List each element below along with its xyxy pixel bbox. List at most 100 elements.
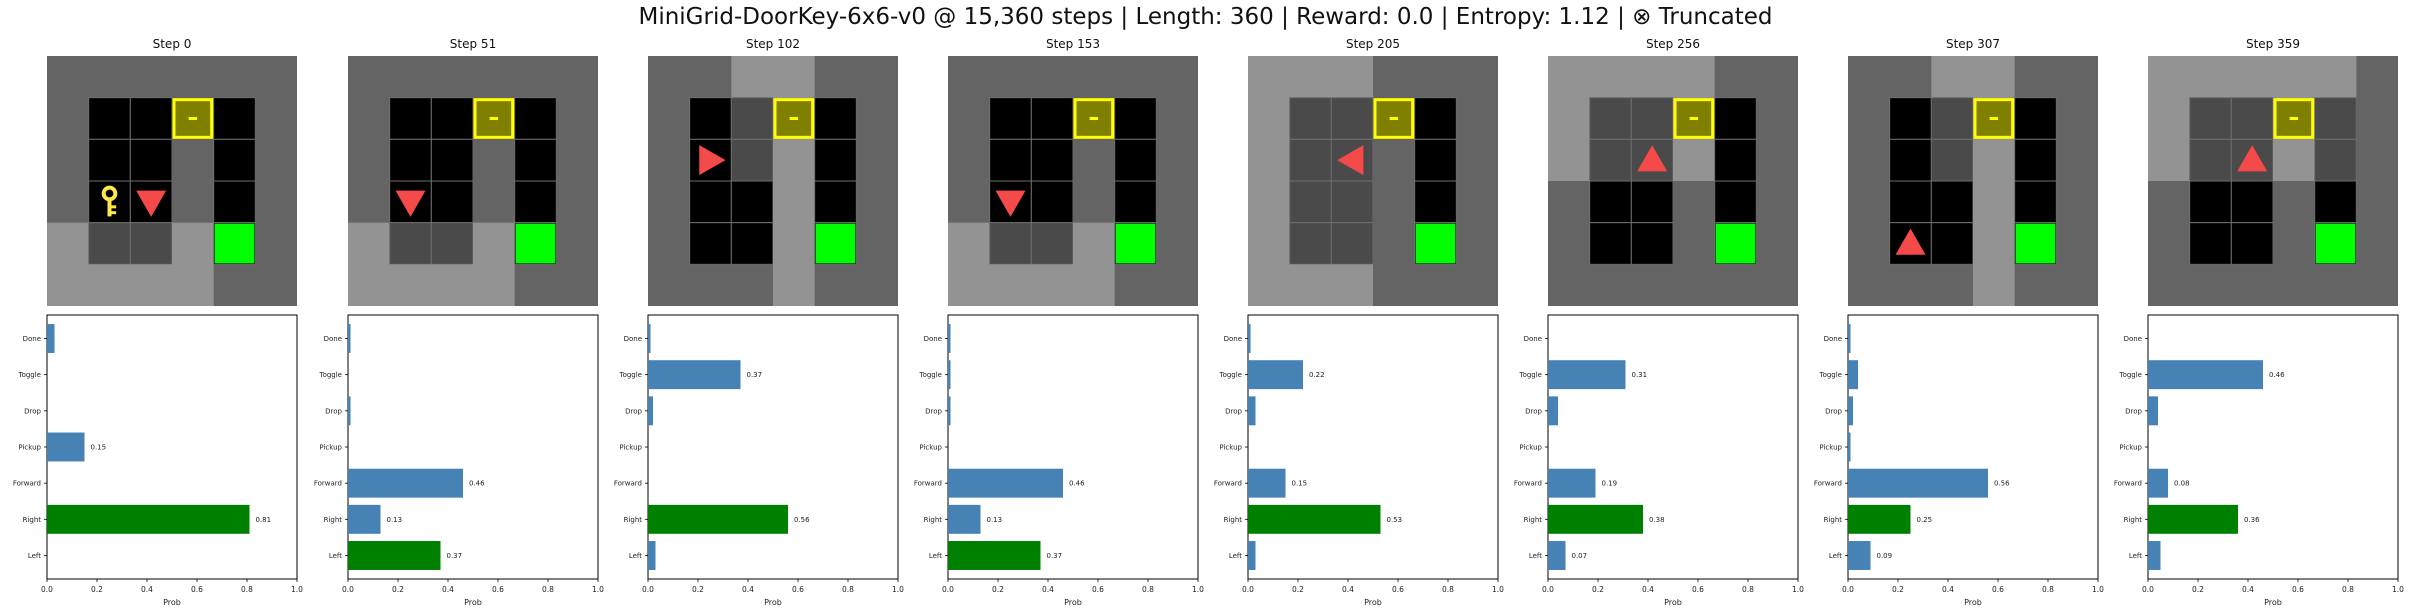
wall-cell [1248,181,1291,224]
wall-cell [856,56,898,99]
wall-cell [389,56,432,99]
bar-toggle [948,360,951,390]
ytick-label: Forward [2114,480,2142,488]
floor-cell [88,97,131,140]
action-prob-chart: Left Right 0.36 Forward 0.08 Pickup Drop Toggle… [2114,314,2404,607]
wall-cell [1156,181,1198,224]
bar-done [1848,324,1851,353]
wall-cell [948,181,991,224]
wall-cell [2356,222,2398,265]
data-label: 0.13 [987,516,1003,524]
floor-cell [814,97,857,140]
xtick-label: 0.4 [1042,585,1054,594]
floor-cell [814,139,857,182]
bar-forward [1548,468,1596,498]
wall-cell [213,264,256,306]
xtick-label: 0.6 [2292,585,2304,594]
floor-cell [1589,222,1632,265]
wall-cell [2356,139,2398,182]
xtick-label: 0.0 [1842,585,1854,594]
floor-cell [130,222,173,265]
xtick-label: 1.0 [291,585,303,594]
floor-cell [389,139,432,182]
wall-cell [1414,56,1457,99]
ytick-label: Done [23,335,41,343]
wall-cell [856,97,898,140]
wall-cell [2356,97,2398,140]
xtick-label: 0.2 [992,585,1004,594]
floor-cell [2014,139,2057,182]
x-axis-label: Prob [1964,598,1982,607]
goal-square-icon [1715,223,1756,264]
wall-cell [948,139,991,182]
wall-cell [1973,56,2016,99]
red-triangle-icon [1637,145,1668,172]
bar-left [1248,541,1256,570]
figure-title: MiniGrid-DoorKey-6x6-v0 @ 15,360 steps |… [638,4,1773,30]
wall-cell [1156,97,1198,140]
bar-toggle [1848,360,1858,390]
xtick-label: 0.2 [91,585,103,594]
env-frame [648,56,898,306]
xtick-label: 0.0 [642,585,654,594]
floor-cell [1414,97,1457,140]
bar-left [1848,541,1871,570]
ytick-label: Left [929,552,942,560]
floor-cell [814,181,857,224]
locked-door-icon [1073,98,1115,139]
wall-cell [1931,56,1974,99]
wall-cell [2273,139,2316,182]
bar-right [648,504,788,534]
data-label: 0.13 [387,516,403,524]
floor-cell [1714,97,1757,140]
wall-cell [556,222,598,265]
ytick-label: Right [624,516,643,524]
ytick-label: Toggle [17,371,41,379]
floor-cell [1414,139,1457,182]
floor-cell [1631,181,1674,224]
red-triangle-icon [995,190,1026,217]
bar-done [648,324,651,353]
ytick-label: Left [1229,552,1242,560]
ytick-label: Right [23,516,42,524]
bar-forward [348,468,463,498]
ytick-label: Left [2129,552,2142,560]
wall-cell [1156,56,1198,99]
x-axis-label: Prob [464,598,482,607]
bar-pickup [47,432,85,462]
wall-cell [1248,97,1291,140]
floor-cell [989,222,1032,265]
wall-cell [1073,56,1116,99]
wall-cell [856,264,898,306]
wall-cell [856,222,898,265]
ytick-label: Drop [1525,407,1542,415]
wall-cell [989,56,1032,99]
wall-cell [88,56,131,99]
data-label: 0.46 [1069,480,1085,488]
env-frame [948,56,1198,306]
floor-cell [389,97,432,140]
env-frame [1548,56,1798,306]
wall-cell [1973,181,2016,224]
xtick-label: 0.4 [742,585,754,594]
bar-toggle [648,360,741,390]
wall-cell [948,97,991,140]
wall-cell [514,264,557,306]
wall-cell [473,139,516,182]
step-title: Step 307 [1945,37,2001,51]
bar-forward [948,468,1063,498]
wall-cell [431,264,474,306]
wall-cell [1114,264,1157,306]
floor-cell [2014,181,2057,224]
data-label: 0.46 [469,480,485,488]
xtick-label: 0.2 [392,585,404,594]
wall-cell [2056,139,2098,182]
bar-drop [948,396,951,426]
wall-cell [648,56,691,99]
wall-cell [1073,139,1116,182]
xtick-label: 0.6 [792,585,804,594]
wall-cell [556,139,598,182]
step-title: Step 153 [1045,37,1101,51]
plot-frame [1847,314,2099,580]
wall-cell [856,139,898,182]
